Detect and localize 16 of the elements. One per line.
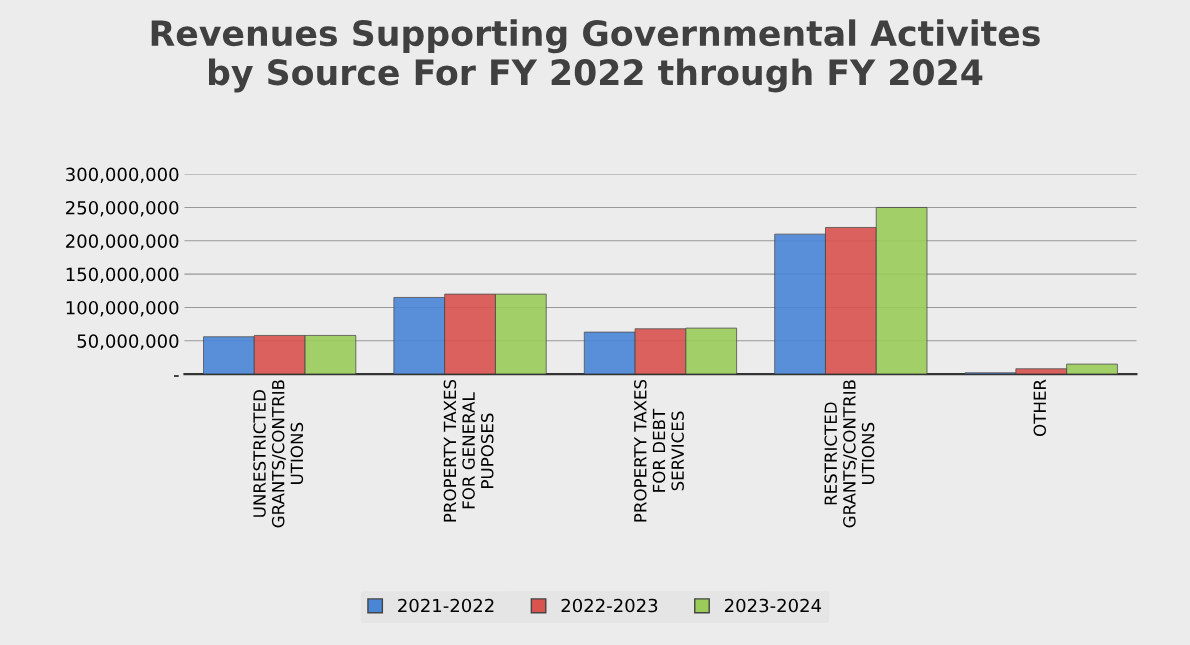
x-tick-label: UNRESTRICTED GRANTS/CONTRIB UTIONS: [253, 380, 304, 528]
legend-label: 2023-2024: [724, 598, 822, 613]
y-tick-label: 100,000,000: [66, 300, 179, 317]
x-tick-label: OTHER: [1033, 379, 1047, 436]
legend-label: 2022-2023: [561, 598, 658, 613]
y-tick-label: 150,000,000: [66, 267, 179, 284]
y-tick-label: 50,000,000: [77, 334, 179, 350]
y-tick-label: 300,000,000: [66, 167, 179, 184]
y-tick-label: -: [173, 375, 179, 377]
x-tick-label: RESTRICTED GRANTS/CONTRIB UTIONS: [824, 380, 875, 528]
x-tick-label: PROPERTY TAXES FOR GENERAL PUPOSES: [443, 379, 494, 522]
x-tick-label: PROPERTY TAXES FOR DEBT SERVICES: [634, 379, 684, 522]
y-tick-label: 200,000,000: [66, 234, 179, 250]
chart-title: Revenues Supporting Governmental Activites by Source For FY 2022 through FY 2024: [151, 19, 1040, 93]
legend-label: 2021-2022: [398, 598, 494, 613]
y-tick-label: 250,000,000: [66, 200, 179, 217]
